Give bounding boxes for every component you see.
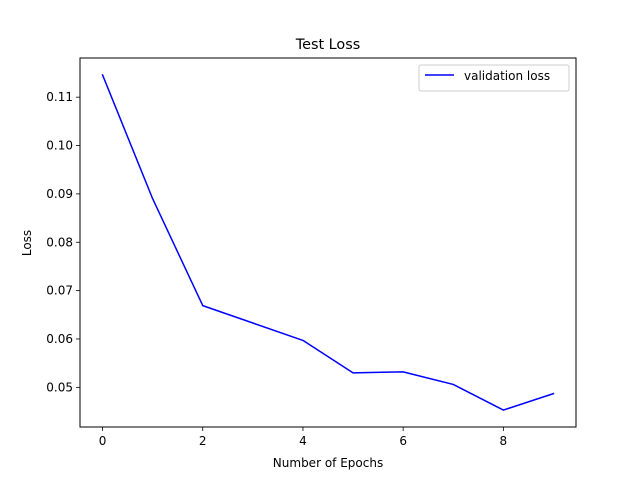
y-tick-label: 0.05 (46, 380, 73, 394)
y-axis-label: Loss (20, 230, 34, 256)
y-tick-label: 0.10 (46, 139, 73, 153)
x-tick-label: 2 (199, 434, 207, 448)
y-tick-label: 0.09 (46, 187, 73, 201)
x-tick-label: 4 (299, 434, 307, 448)
legend-label-validation-loss: validation loss (464, 69, 550, 83)
x-axis-label: Number of Epochs (273, 456, 383, 470)
x-tick-label: 0 (99, 434, 107, 448)
x-axis: 0 2 4 6 8 (99, 427, 507, 448)
x-tick-label: 6 (399, 434, 407, 448)
chart-title: Test Loss (295, 37, 360, 53)
plot-area (101, 73, 555, 411)
y-tick-label: 0.06 (46, 332, 73, 346)
x-tick-label: 8 (500, 434, 508, 448)
series-line-validation-loss (101, 73, 555, 411)
y-tick-label: 0.07 (46, 284, 73, 298)
axes-frame (79, 57, 577, 428)
y-tick-label: 0.11 (46, 90, 73, 104)
y-tick-label: 0.08 (46, 235, 73, 249)
legend: validation loss (418, 64, 570, 92)
legend-box (418, 64, 570, 92)
y-axis: 0.05 0.06 0.07 0.08 0.09 0.10 0.11 (46, 90, 80, 394)
